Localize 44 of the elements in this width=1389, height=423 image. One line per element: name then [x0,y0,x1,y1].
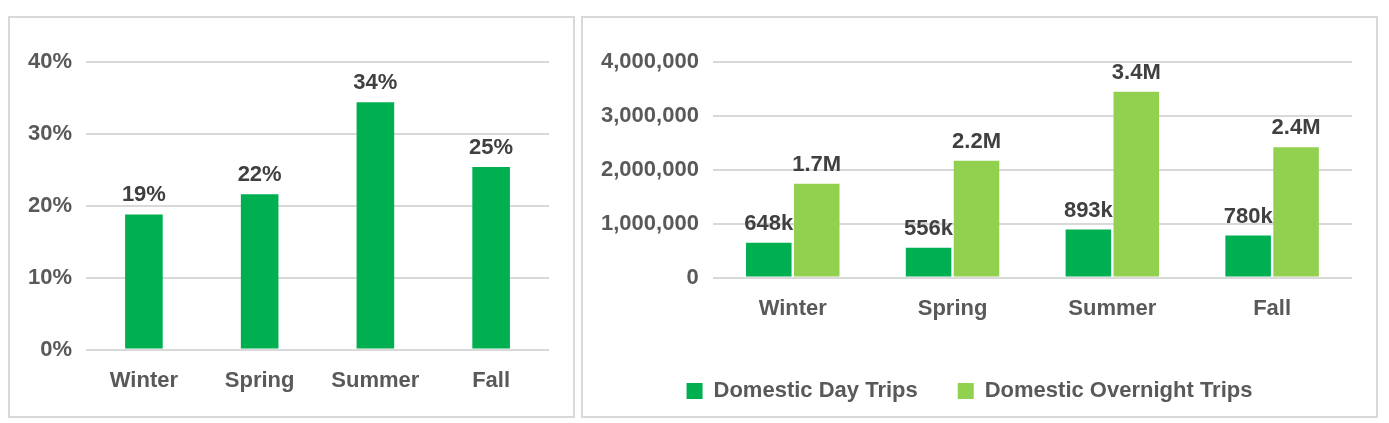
bar [1113,91,1160,277]
x-tick-label: Spring [224,366,295,392]
bar [1273,147,1319,277]
y-tick-label: 0% [40,335,73,361]
legend-label: Domestic Day Trips [713,377,918,403]
data-label: 2.4M [1271,114,1321,140]
legend-label: Domestic Overnight Trips [984,377,1253,403]
bar [953,160,1000,277]
bar [125,214,163,349]
data-label: 1.7M [792,150,842,176]
y-tick-label: 1,000,000 [601,209,699,235]
data-label: 19% [121,181,166,207]
data-label: 25% [469,134,514,160]
data-label: 893k [1063,196,1114,222]
data-label: 34% [353,69,398,95]
bar [793,183,840,277]
y-tick-label: 10% [27,263,73,289]
y-tick-label: 40% [27,48,73,74]
bar [356,102,395,349]
y-tick-label: 0 [686,263,699,289]
data-label: 648k [744,209,795,235]
bar [1065,229,1112,277]
x-tick-label: Fall [1253,294,1292,320]
bar [746,242,792,277]
y-tick-label: 4,000,000 [601,48,699,74]
x-tick-label: Fall [472,366,511,392]
x-tick-label: Winter [758,294,828,320]
y-tick-label: 20% [27,191,73,217]
x-tick-label: Summer [1068,294,1157,320]
y-tick-label: 2,000,000 [601,155,699,181]
data-label: 3.4M [1111,58,1161,84]
data-label: 22% [237,161,282,187]
x-tick-label: Winter [109,366,179,392]
bar [472,166,510,349]
bar [1225,235,1271,277]
bar [905,247,952,277]
x-tick-label: Spring [917,294,988,320]
data-label: 556k [904,214,954,240]
bar [240,194,279,349]
data-label: 780k [1223,202,1274,228]
y-tick-label: 3,000,000 [601,101,699,127]
data-label: 2.2M [952,127,1001,153]
y-tick-label: 30% [27,119,73,145]
x-tick-label: Summer [331,366,420,392]
